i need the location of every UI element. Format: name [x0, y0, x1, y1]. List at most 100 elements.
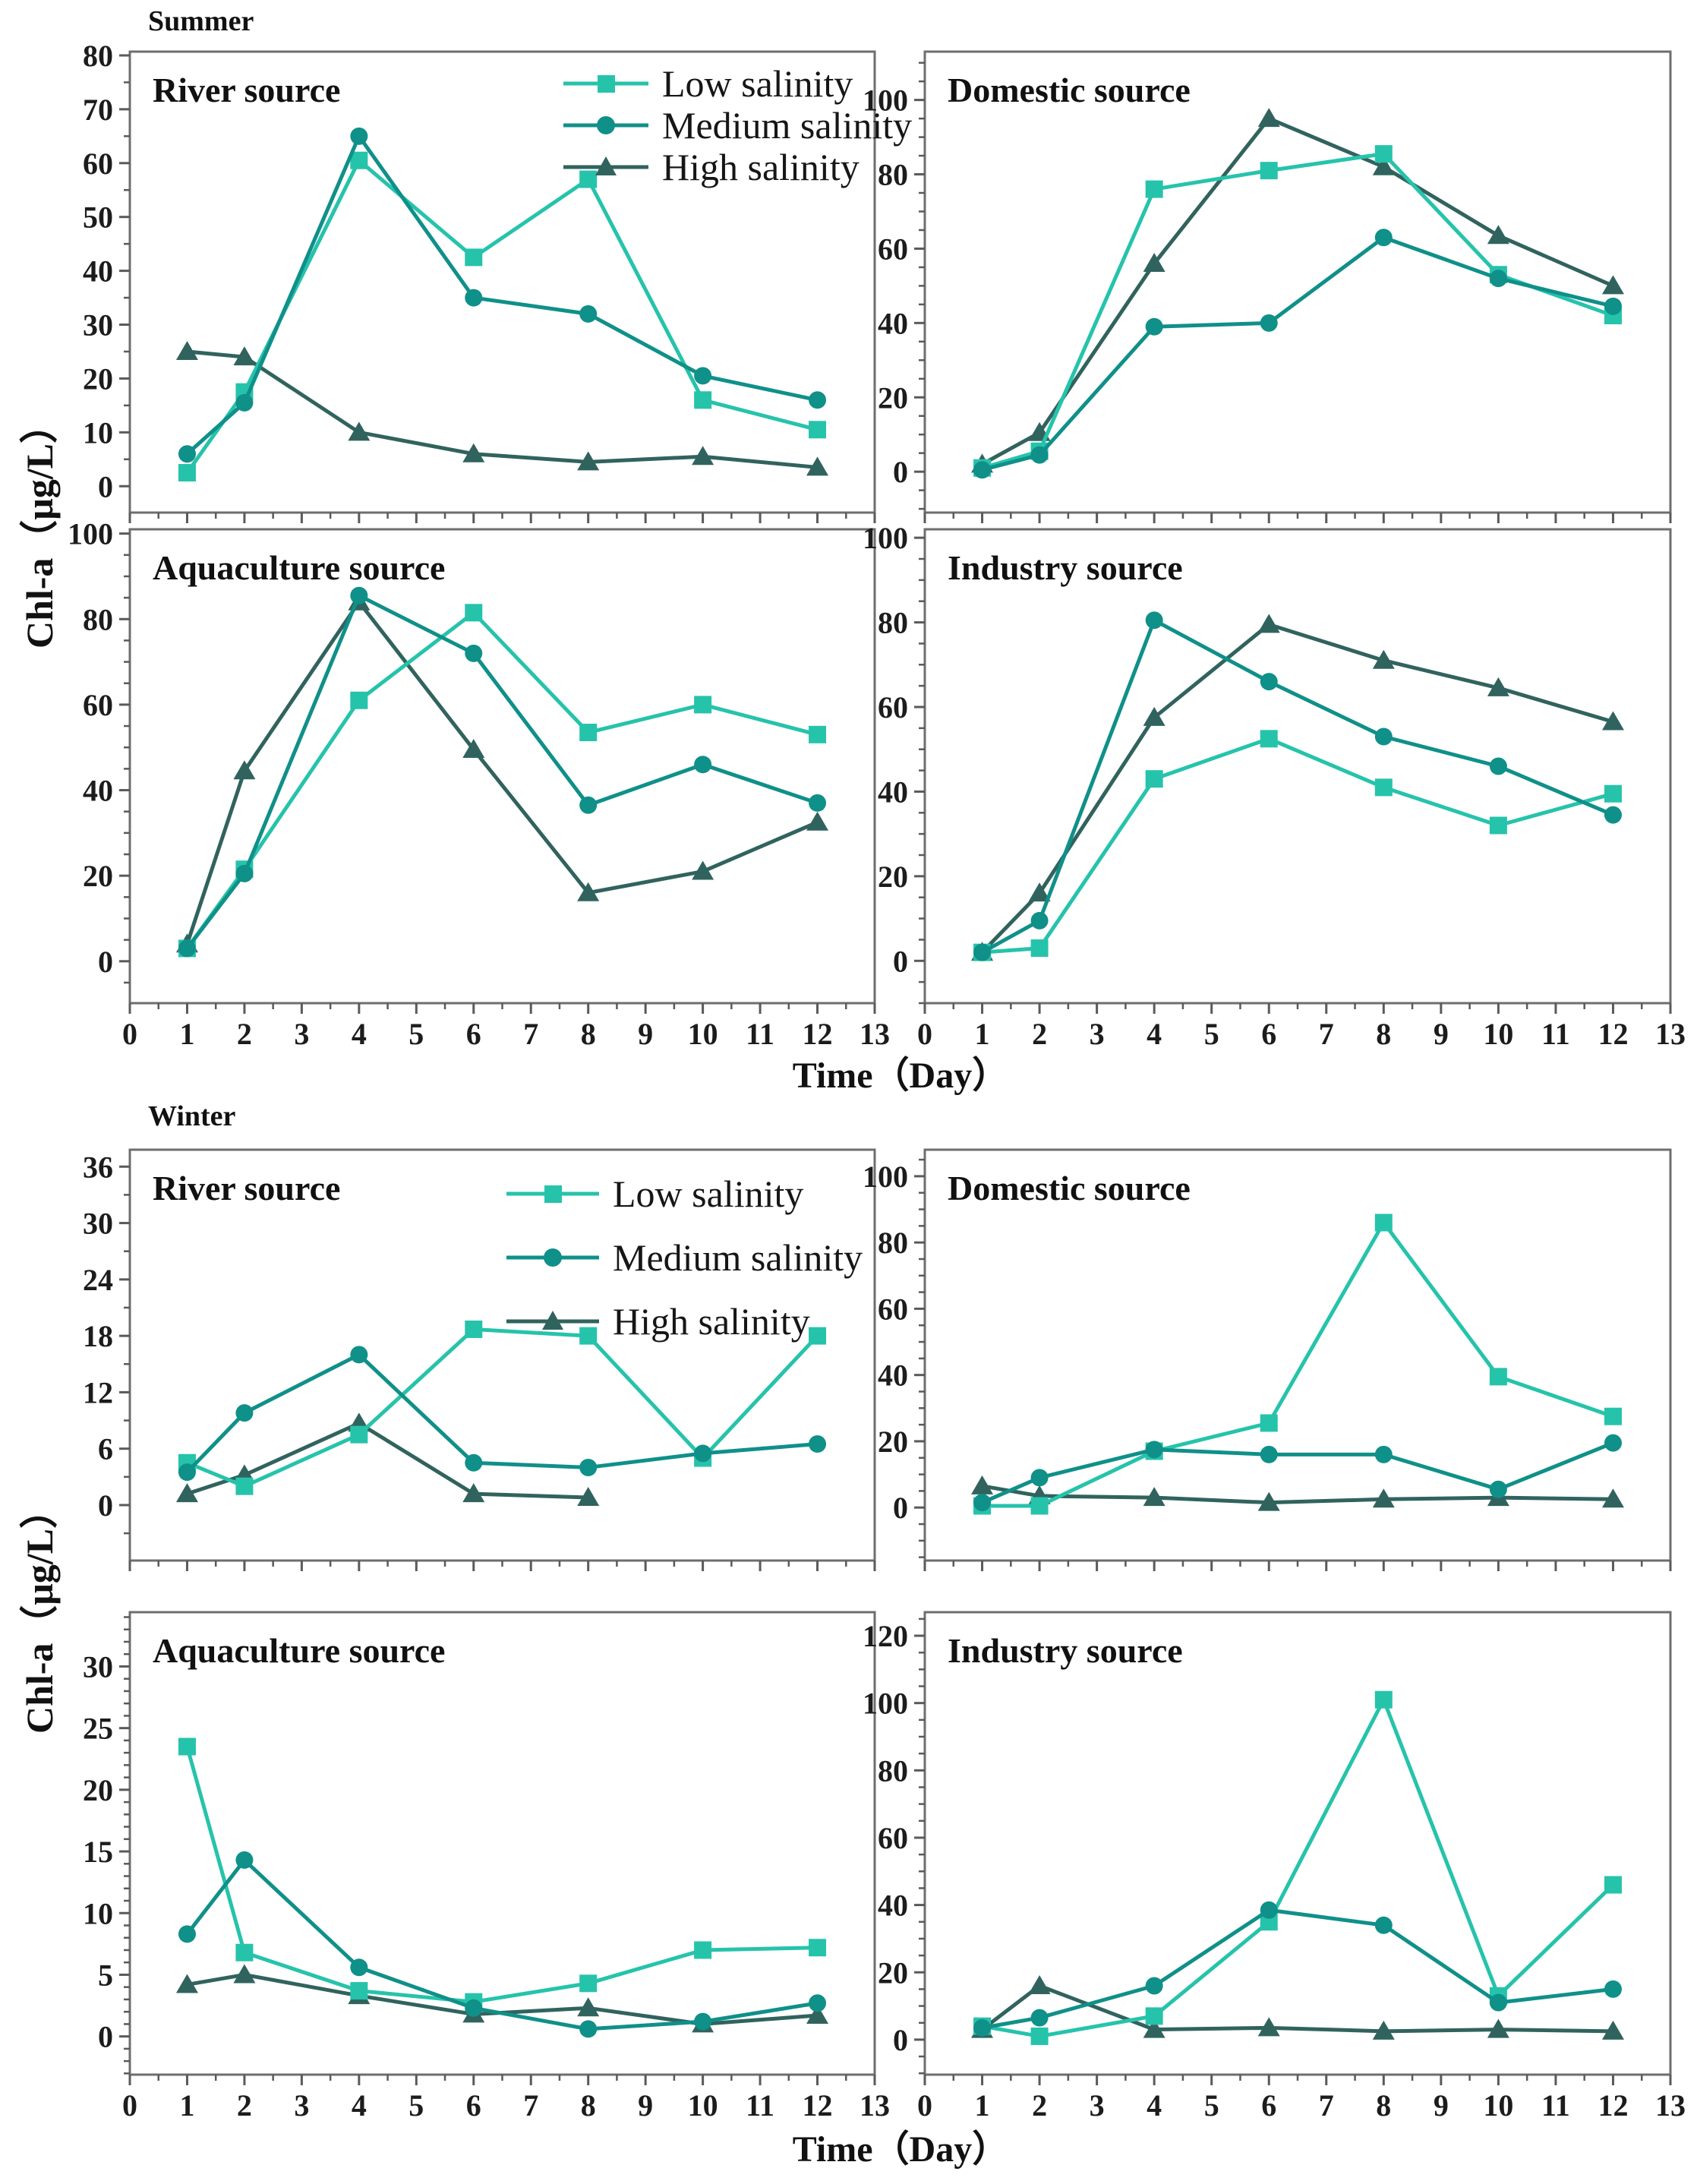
panel-title-winter-industry: Industry source [948, 1631, 1183, 1670]
svg-text:3: 3 [1090, 2088, 1105, 2122]
legend-label: Low salinity [662, 62, 853, 105]
legend-item-low-salinity-summer: Low salinity [560, 62, 853, 105]
legend-item-low-salinity-winter: Low salinity [503, 1175, 803, 1213]
svg-text:10: 10 [1483, 1017, 1513, 1051]
panel-title-summer-industry: Industry source [948, 548, 1183, 587]
svg-text:30: 30 [83, 1649, 113, 1684]
svg-text:4: 4 [1147, 2088, 1162, 2122]
svg-text:40: 40 [83, 254, 113, 289]
panel-title-winter-aquaculture: Aquaculture source [153, 1631, 446, 1670]
svg-text:8: 8 [581, 2088, 596, 2122]
svg-text:25: 25 [83, 1712, 113, 1746]
svg-text:24: 24 [83, 1263, 113, 1297]
svg-text:12: 12 [83, 1375, 113, 1409]
svg-text:80: 80 [878, 606, 908, 640]
svg-text:3: 3 [294, 2088, 309, 2122]
svg-text:0: 0 [893, 1491, 908, 1525]
svg-text:30: 30 [83, 1207, 113, 1241]
legend-line-triangle-icon [506, 1311, 599, 1330]
svg-text:60: 60 [878, 1821, 908, 1855]
svg-text:11: 11 [1541, 1017, 1570, 1051]
svg-text:0: 0 [893, 944, 908, 978]
svg-text:60: 60 [878, 232, 908, 266]
svg-text:20: 20 [878, 860, 908, 894]
svg-text:20: 20 [83, 361, 113, 396]
legend-line-circle-icon [506, 1248, 599, 1267]
legend-line-triangle-icon [563, 156, 648, 175]
svg-text:8: 8 [1376, 1017, 1391, 1051]
legend-label: Medium salinity [662, 104, 913, 147]
svg-text:50: 50 [83, 200, 113, 235]
svg-text:20: 20 [878, 1425, 908, 1459]
svg-text:0: 0 [893, 455, 908, 489]
svg-text:100: 100 [863, 1687, 908, 1721]
season-title-winter: Winter [148, 1100, 236, 1132]
svg-text:10: 10 [83, 415, 113, 450]
svg-text:12: 12 [1598, 2088, 1628, 2122]
svg-text:12: 12 [803, 1017, 833, 1051]
svg-text:10: 10 [1483, 2088, 1513, 2122]
x-axis-label-winter: Time（Day） [792, 2129, 1009, 2170]
svg-text:0: 0 [893, 2023, 908, 2057]
svg-text:60: 60 [878, 690, 908, 724]
svg-text:5: 5 [98, 1958, 113, 1992]
svg-text:1: 1 [179, 2088, 194, 2122]
svg-text:5: 5 [408, 2088, 424, 2122]
legend-item-medium-salinity-summer: Medium salinity [560, 104, 913, 147]
panel-winter-domestic-source: 0 20 40 60 80 100 [863, 1148, 1672, 1571]
legend-label: Medium salinity [613, 1236, 863, 1279]
svg-text:2: 2 [1032, 2088, 1047, 2122]
y-axis-label-summer: Chl-a（μg/L） [18, 405, 61, 649]
svg-text:60: 60 [83, 688, 113, 722]
legend-line-square-icon [506, 1185, 599, 1203]
svg-text:100: 100 [863, 1160, 908, 1194]
svg-text:100: 100 [863, 521, 908, 555]
svg-text:9: 9 [1434, 1017, 1449, 1051]
svg-text:5: 5 [408, 1017, 424, 1051]
svg-text:12: 12 [803, 2088, 833, 2122]
svg-text:20: 20 [83, 1773, 113, 1807]
svg-text:120: 120 [863, 1619, 908, 1653]
panel-title-winter-domestic: Domestic source [948, 1169, 1191, 1207]
svg-text:40: 40 [878, 1889, 908, 1923]
svg-text:5: 5 [1204, 2088, 1219, 2122]
svg-text:40: 40 [878, 306, 908, 340]
legend-label: High salinity [613, 1300, 810, 1343]
svg-text:20: 20 [878, 380, 908, 415]
svg-text:12: 12 [1598, 1017, 1628, 1051]
svg-text:18: 18 [83, 1319, 113, 1353]
panel-winter-river-source: 0 6 12 18 24 30 36 [83, 1148, 876, 1571]
svg-text:0: 0 [917, 2088, 932, 2122]
panel-title-summer-domestic: Domestic source [948, 71, 1191, 109]
svg-text:11: 11 [746, 2088, 774, 2122]
svg-text:2: 2 [237, 1017, 252, 1051]
panel-summer-domestic-source: 0 20 40 60 80 100 [863, 50, 1672, 523]
legend-line-circle-icon [563, 116, 648, 134]
svg-text:0: 0 [122, 2088, 137, 2122]
svg-text:1: 1 [179, 1017, 194, 1051]
svg-text:80: 80 [83, 602, 113, 636]
svg-text:40: 40 [878, 775, 908, 809]
svg-text:0: 0 [917, 1017, 932, 1051]
svg-text:2: 2 [237, 2088, 252, 2122]
svg-text:100: 100 [68, 517, 113, 551]
svg-text:20: 20 [83, 859, 113, 893]
svg-text:10: 10 [83, 1896, 113, 1930]
svg-text:60: 60 [878, 1292, 908, 1326]
svg-text:80: 80 [878, 1753, 908, 1788]
svg-text:6: 6 [466, 1017, 481, 1051]
svg-text:13: 13 [1655, 2088, 1686, 2122]
svg-text:60: 60 [83, 147, 113, 181]
svg-text:15: 15 [83, 1835, 113, 1869]
svg-text:0: 0 [122, 1017, 137, 1051]
svg-text:9: 9 [1434, 2088, 1449, 2122]
svg-text:20: 20 [878, 1955, 908, 1990]
svg-text:10: 10 [688, 2088, 718, 2122]
svg-text:10: 10 [688, 1017, 718, 1051]
svg-text:36: 36 [83, 1150, 113, 1184]
svg-text:9: 9 [638, 2088, 653, 2122]
legend-item-medium-salinity-winter: Medium salinity [503, 1236, 863, 1279]
